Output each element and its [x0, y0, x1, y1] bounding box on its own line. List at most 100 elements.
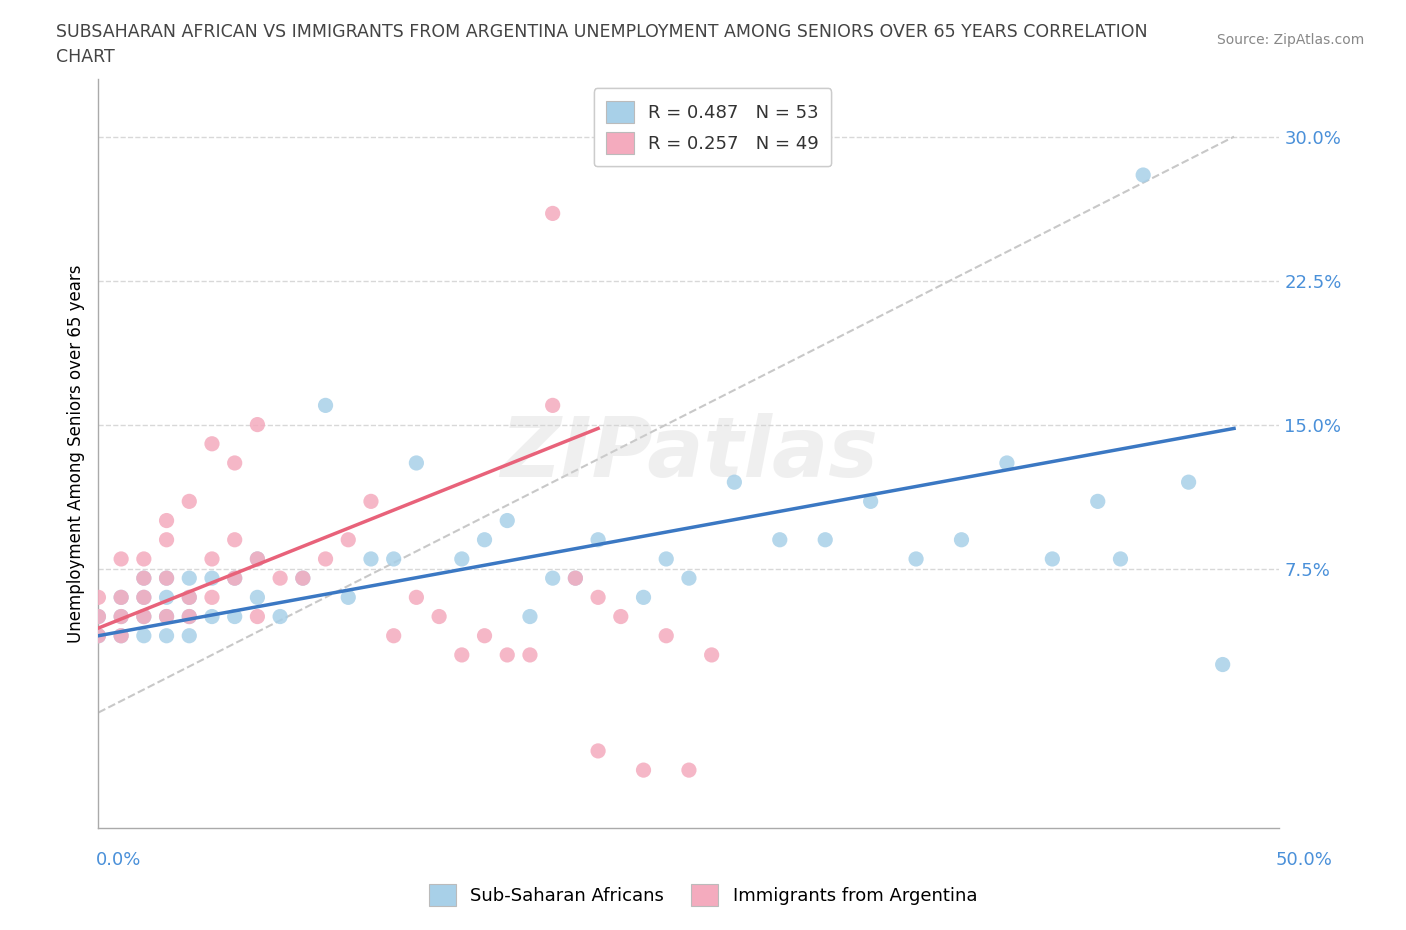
Point — [110, 629, 132, 644]
Point — [1087, 494, 1109, 509]
Point — [179, 494, 201, 509]
Point — [700, 647, 723, 662]
Text: CHART: CHART — [56, 48, 115, 66]
Y-axis label: Unemployment Among Seniors over 65 years: Unemployment Among Seniors over 65 years — [66, 264, 84, 643]
Point — [110, 609, 132, 624]
Point — [155, 629, 177, 644]
Point — [224, 532, 246, 547]
Point — [586, 743, 609, 758]
Point — [655, 551, 678, 566]
Point — [382, 551, 405, 566]
Point — [132, 590, 155, 604]
Legend: Sub-Saharan Africans, Immigrants from Argentina: Sub-Saharan Africans, Immigrants from Ar… — [422, 877, 984, 913]
Text: Source: ZipAtlas.com: Source: ZipAtlas.com — [1216, 33, 1364, 46]
Point — [110, 590, 132, 604]
Point — [179, 609, 201, 624]
Point — [87, 590, 110, 604]
Point — [224, 571, 246, 586]
Point — [155, 571, 177, 586]
Text: 50.0%: 50.0% — [1277, 851, 1333, 870]
Point — [201, 590, 224, 604]
Point — [155, 571, 177, 586]
Point — [678, 571, 700, 586]
Point — [224, 571, 246, 586]
Point — [269, 609, 291, 624]
Point — [179, 571, 201, 586]
Point — [315, 551, 337, 566]
Legend: R = 0.487   N = 53, R = 0.257   N = 49: R = 0.487 N = 53, R = 0.257 N = 49 — [593, 88, 831, 166]
Point — [132, 571, 155, 586]
Point — [155, 590, 177, 604]
Point — [1177, 474, 1199, 489]
Point — [1109, 551, 1132, 566]
Point — [474, 629, 496, 644]
Point — [291, 571, 314, 586]
Point — [179, 590, 201, 604]
Point — [132, 590, 155, 604]
Point — [814, 532, 837, 547]
Point — [564, 571, 586, 586]
Point — [87, 609, 110, 624]
Point — [246, 418, 269, 432]
Point — [179, 590, 201, 604]
Point — [201, 571, 224, 586]
Point — [155, 609, 177, 624]
Point — [224, 456, 246, 471]
Point — [382, 629, 405, 644]
Point — [132, 629, 155, 644]
Point — [269, 571, 291, 586]
Point — [950, 532, 973, 547]
Point — [337, 590, 360, 604]
Point — [678, 763, 700, 777]
Point — [1040, 551, 1063, 566]
Point — [337, 532, 360, 547]
Point — [405, 456, 427, 471]
Point — [564, 571, 586, 586]
Point — [201, 609, 224, 624]
Point — [586, 590, 609, 604]
Point — [110, 629, 132, 644]
Point — [610, 609, 633, 624]
Point — [450, 647, 472, 662]
Point — [132, 609, 155, 624]
Point — [633, 590, 655, 604]
Point — [246, 590, 269, 604]
Point — [496, 647, 519, 662]
Point — [541, 398, 564, 413]
Point — [201, 436, 224, 451]
Point — [87, 629, 110, 644]
Point — [132, 551, 155, 566]
Point — [859, 494, 882, 509]
Point — [519, 647, 541, 662]
Point — [246, 551, 269, 566]
Point — [586, 532, 609, 547]
Point — [496, 513, 519, 528]
Point — [155, 609, 177, 624]
Point — [723, 474, 745, 489]
Point — [541, 206, 564, 220]
Point — [360, 494, 382, 509]
Point — [132, 609, 155, 624]
Point — [246, 609, 269, 624]
Point — [155, 532, 177, 547]
Point — [179, 629, 201, 644]
Point — [87, 629, 110, 644]
Point — [405, 590, 427, 604]
Point — [110, 609, 132, 624]
Point — [519, 609, 541, 624]
Point — [655, 629, 678, 644]
Point — [179, 609, 201, 624]
Point — [155, 513, 177, 528]
Point — [769, 532, 792, 547]
Point — [224, 609, 246, 624]
Text: ZIPatlas: ZIPatlas — [501, 413, 877, 494]
Point — [633, 763, 655, 777]
Point — [1212, 658, 1234, 672]
Point — [450, 551, 472, 566]
Point — [110, 590, 132, 604]
Point — [360, 551, 382, 566]
Point — [110, 551, 132, 566]
Text: 0.0%: 0.0% — [96, 851, 141, 870]
Point — [995, 456, 1018, 471]
Point — [541, 571, 564, 586]
